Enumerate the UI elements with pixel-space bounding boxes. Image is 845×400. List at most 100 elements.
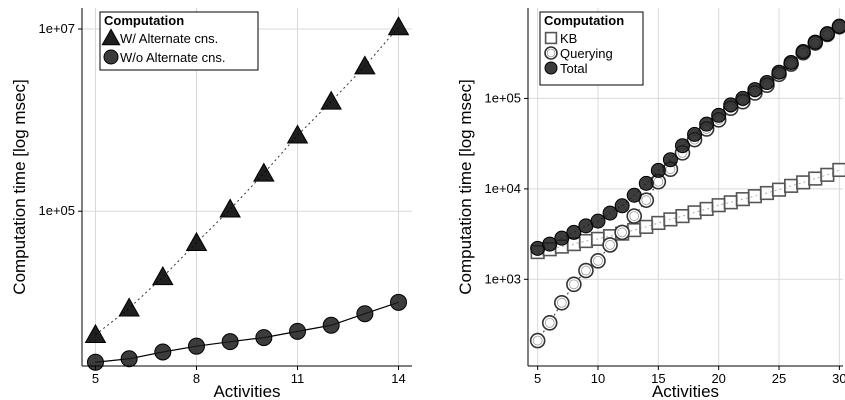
data-point-square: [771, 182, 787, 197]
legend-marker-triangle: [101, 28, 121, 46]
data-point-hollow-circle: [614, 224, 630, 241]
data-point-hollow-circle: [590, 253, 606, 269]
x-tick-label: 5: [534, 371, 541, 386]
data-point-hollow-circle: [553, 294, 570, 311]
legend-label: W/ Alternate cns.: [120, 31, 218, 46]
data-point-hollow-circle: [566, 276, 582, 293]
data-point-hollow-circle: [541, 315, 558, 331]
data-point-circle: [771, 64, 787, 80]
data-point-circle: [390, 293, 408, 311]
data-point-circle: [650, 162, 666, 178]
legend-box: [99, 11, 259, 71]
series-line-circle: [95, 301, 399, 363]
data-point-circle: [819, 26, 835, 42]
data-point-circle: [638, 175, 654, 191]
y-tick-label: 1e+05: [38, 203, 75, 218]
data-point-circle: [747, 82, 763, 98]
data-point-circle: [626, 187, 642, 203]
legend-label: KB: [560, 31, 577, 46]
data-point-square: [699, 201, 714, 217]
data-point-square: [675, 208, 690, 224]
data-point-circle: [289, 322, 307, 340]
data-point-square: [590, 231, 606, 246]
y-tick-label: 1e+05: [484, 90, 521, 105]
data-point-square: [747, 189, 762, 204]
series-line-triangle: [95, 26, 399, 336]
right-chart: 5 10 15 20 25 30 1e+03 1e+04 1e+05 Activities Comp…: [456, 8, 845, 400]
legend-marker-hollow-circle: [544, 46, 558, 60]
data-point-circle: [590, 213, 606, 229]
data-point-hollow-circle: [626, 208, 643, 224]
data-point-circle: [154, 343, 172, 361]
data-point-square: [808, 171, 823, 186]
data-point-circle: [759, 75, 775, 91]
data-point-circle: [699, 116, 715, 132]
data-point-circle: [795, 44, 811, 60]
legend-box: [539, 11, 644, 86]
data-point-triangle: [185, 231, 208, 251]
legend-marker-circle: [103, 49, 119, 65]
x-tick-label: 11: [291, 371, 305, 386]
data-point-circle: [554, 230, 570, 246]
data-point-square: [663, 212, 678, 227]
data-point-hollow-circle: [578, 262, 594, 279]
data-point-square: [796, 175, 811, 190]
x-tick-label: 8: [193, 371, 200, 386]
data-point-hollow-circle: [529, 332, 546, 349]
data-point-circle: [187, 337, 205, 355]
data-point-triangle: [152, 265, 174, 286]
y-axis-title: Computation time [log msec]: [456, 79, 475, 294]
data-point-square: [723, 195, 738, 210]
x-tick-label: 15: [651, 371, 665, 386]
y-tick-label: 1e+03: [484, 271, 521, 286]
y-tick-label: 1e+04: [484, 181, 521, 196]
data-point-square: [627, 223, 642, 238]
data-point-circle: [687, 126, 703, 142]
data-point-circle: [614, 198, 630, 214]
legend-label: W/o Alternate cns.: [120, 50, 226, 65]
legend-title: Computation: [104, 13, 184, 28]
data-point-circle: [831, 18, 845, 34]
data-point-circle: [221, 333, 239, 351]
x-tick-label: 30: [832, 371, 845, 386]
legend-marker-square: [544, 31, 558, 45]
data-point-circle: [783, 54, 799, 70]
data-point-square: [820, 167, 835, 182]
data-point-triangle: [219, 198, 241, 218]
data-point-circle: [711, 107, 727, 123]
data-point-circle: [542, 236, 558, 252]
data-point-square: [832, 162, 845, 178]
data-point-square: [711, 198, 726, 213]
data-point-square: [639, 219, 654, 234]
data-point-hollow-circle: [602, 237, 618, 253]
data-point-triangle: [387, 16, 410, 36]
data-point-triangle: [253, 162, 275, 182]
data-point-triangle: [354, 55, 376, 75]
x-tick-label: 5: [92, 371, 99, 386]
data-point-square: [784, 178, 799, 193]
x-axis-title: Activities: [213, 382, 280, 400]
x-axis-title: Activities: [652, 382, 719, 400]
legend-title: Computation: [544, 13, 624, 28]
data-point-triangle: [286, 124, 309, 144]
data-point-circle: [356, 305, 374, 323]
data-point-circle: [322, 316, 340, 334]
data-point-circle: [566, 224, 582, 240]
legend-marker-circle: [544, 61, 558, 75]
data-point-circle: [723, 97, 739, 113]
left-chart: 5 8 11 14 1e+05 1e+07 Activities Computation ti…: [10, 8, 412, 400]
data-point-triangle: [118, 297, 140, 317]
x-tick-label: 25: [772, 371, 786, 386]
data-point-circle: [662, 152, 678, 168]
legend-label: Total: [560, 61, 588, 76]
legend-label: Querying: [560, 46, 613, 61]
y-axis-title: Computation time [log msec]: [10, 79, 29, 294]
data-point-circle: [735, 90, 751, 106]
data-point-square: [651, 215, 666, 231]
data-point-circle: [674, 138, 690, 154]
left-legend: Computation W/ Alternate cns. W/o Alternat…: [99, 11, 259, 71]
data-point-square: [735, 192, 750, 207]
